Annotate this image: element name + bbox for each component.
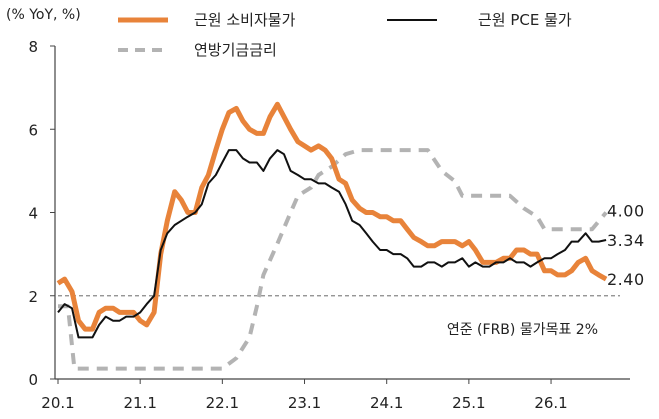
- x-ticks: 20.1 21.1 22.1 23.1 24.1 25.1 26.1: [41, 379, 568, 412]
- y-tick-label: 8: [28, 38, 38, 56]
- x-tick-label: 25.1: [452, 394, 485, 412]
- end-label-fed-funds-rate: 4.00: [607, 202, 645, 221]
- x-tick-label: 23.1: [288, 394, 321, 412]
- y-ticks: 0 2 4 6 8: [28, 38, 55, 389]
- legend-label-core-pce: 근원 PCE 물가: [478, 11, 572, 29]
- x-tick-label: 21.1: [123, 394, 156, 412]
- x-tick-label: 24.1: [370, 394, 403, 412]
- legend: 근원 소비자물가 근원 PCE 물가 연방기금금리: [118, 11, 572, 59]
- target-reference-label: 연준 (FRB) 물가목표 2%: [447, 322, 598, 338]
- x-tick-label: 26.1: [534, 394, 567, 412]
- series-line-fed-funds-rate: [58, 148, 608, 371]
- y-tick-label: 4: [28, 205, 38, 223]
- x-tick-label: 20.1: [41, 394, 74, 412]
- x-tick-label: 22.1: [206, 394, 239, 412]
- y-tick-label: 6: [28, 121, 38, 139]
- end-label-core-pce: 3.34: [607, 231, 645, 250]
- end-label-core-cpi: 2.40: [607, 270, 645, 289]
- series-line-core-cpi: [56, 101, 608, 332]
- y-tick-label: 2: [28, 288, 38, 306]
- legend-label-fed-funds-rate: 연방기금금리: [194, 41, 277, 59]
- y-tick-label: 0: [28, 371, 38, 389]
- unit-label: (% YoY, %): [6, 7, 81, 23]
- legend-label-core-cpi: 근원 소비자물가: [194, 11, 296, 29]
- series-line-core-pce: [57, 149, 607, 339]
